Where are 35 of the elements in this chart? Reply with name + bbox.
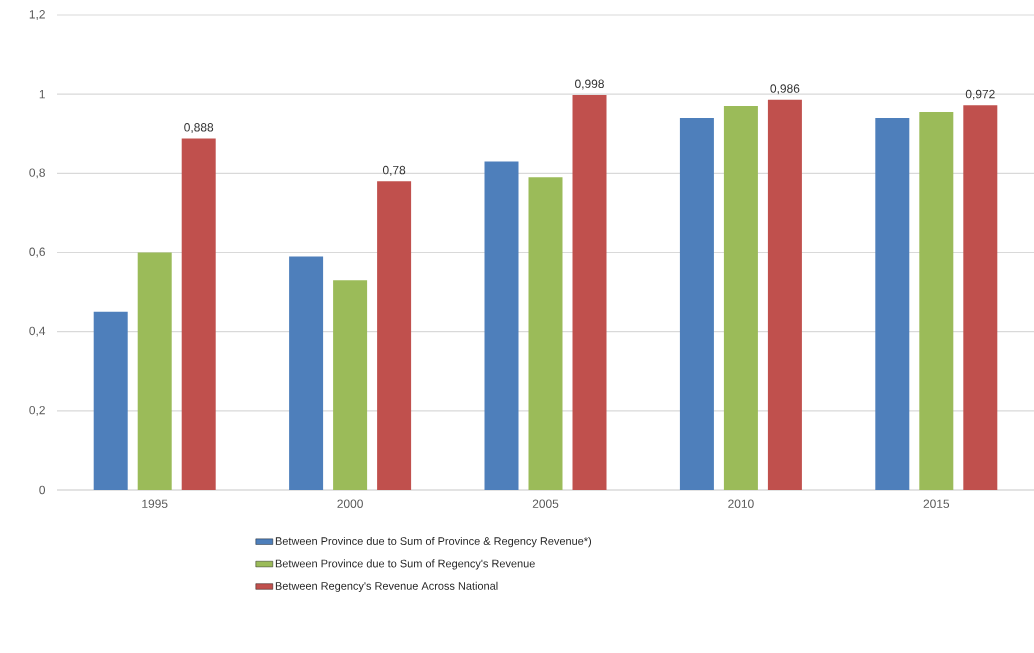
bar <box>572 94 607 490</box>
bar <box>767 99 802 490</box>
bar <box>963 105 998 490</box>
y-tick-label: 1 <box>39 90 45 99</box>
x-tick-label: 2015 <box>923 499 950 508</box>
legend-label: Between Province due to Sum of Regency's Revenue <box>275 559 535 570</box>
data-label: 0,986 <box>770 84 800 95</box>
y-tick-label: 0,6 <box>29 247 45 258</box>
y-tick-label: 0,8 <box>29 168 45 179</box>
x-tick-label: 2010 <box>728 499 754 508</box>
x-tick-label: 2005 <box>532 499 559 508</box>
y-tick-label: 0,2 <box>29 405 45 416</box>
y-tick-label: 1,2 <box>29 10 45 20</box>
bar <box>377 181 412 490</box>
data-label: 0,972 <box>965 89 995 100</box>
x-tick-label: 1995 <box>142 499 168 508</box>
bar <box>875 117 910 490</box>
legend-label: Between Regency's Revenue Across National <box>275 581 498 592</box>
bar <box>679 117 714 490</box>
bar <box>93 311 128 490</box>
data-label: 0,998 <box>575 79 604 90</box>
y-tick-label: 0,4 <box>29 326 46 337</box>
data-label: 0,78 <box>382 165 406 176</box>
data-label: 0,888 <box>184 123 214 133</box>
legend-label: Between Province due to Sum of Province & Regency Revenue*) <box>275 536 592 548</box>
x-tick-label: 2000 <box>337 499 363 508</box>
bar <box>919 111 954 490</box>
bar <box>137 252 172 490</box>
bar <box>289 256 324 490</box>
bar <box>528 177 563 490</box>
bar <box>333 280 368 490</box>
bar <box>723 106 758 490</box>
y-tick-label: 0 <box>39 485 46 495</box>
bar <box>181 138 216 490</box>
bar <box>484 161 519 490</box>
